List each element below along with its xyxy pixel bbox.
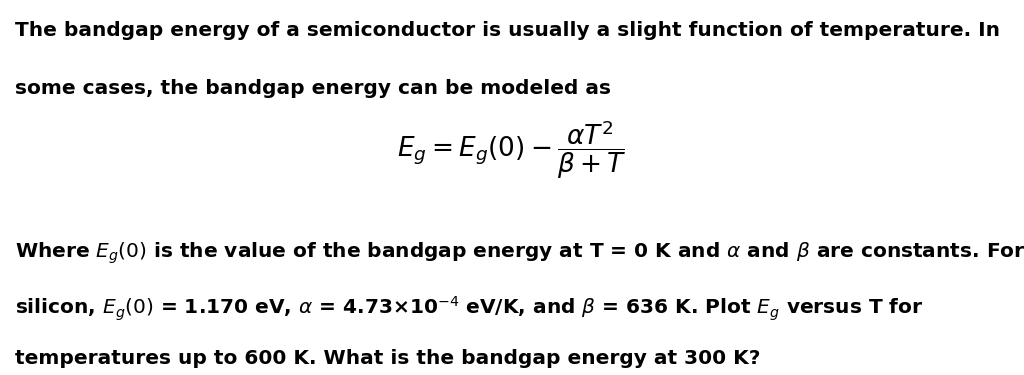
- Text: temperatures up to 600 K. What is the bandgap energy at 300 K?: temperatures up to 600 K. What is the ba…: [15, 350, 761, 369]
- Text: The bandgap energy of a semiconductor is usually a slight function of temperatur: The bandgap energy of a semiconductor is…: [15, 21, 1000, 40]
- Text: silicon, $E_g(0)$ = 1.170 eV, $\alpha$ = 4.73×10$^{-4}$ eV/K, and $\beta$ = 636 : silicon, $E_g(0)$ = 1.170 eV, $\alpha$ =…: [15, 294, 924, 323]
- Text: some cases, the bandgap energy can be modeled as: some cases, the bandgap energy can be mo…: [15, 79, 611, 98]
- Text: Where $E_g(0)$ is the value of the bandgap energy at T = 0 K and $\alpha$ and $\: Where $E_g(0)$ is the value of the bandg…: [15, 240, 1024, 266]
- Text: $E_g = E_g(0) - \dfrac{\alpha T^2}{\beta + T}$: $E_g = E_g(0) - \dfrac{\alpha T^2}{\beta…: [397, 118, 627, 182]
